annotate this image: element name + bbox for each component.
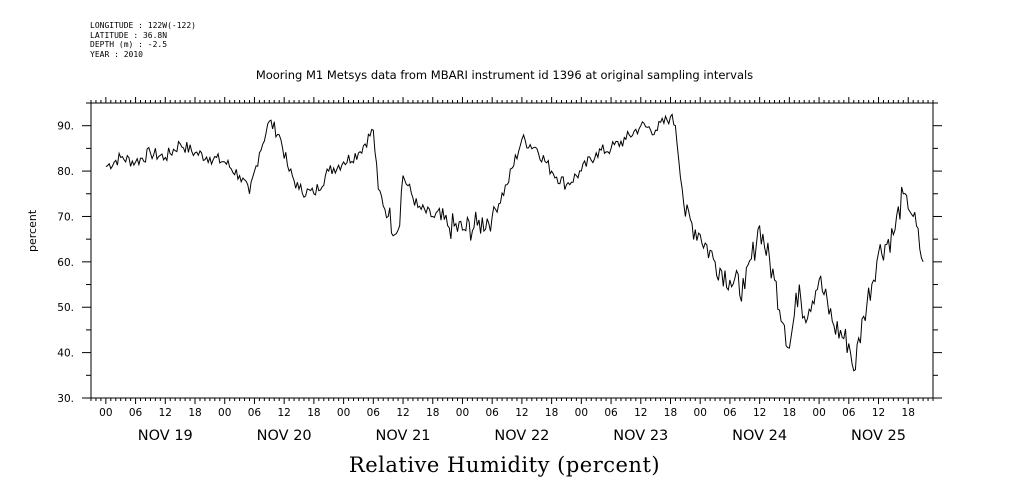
- x-hour-label: 18: [902, 407, 915, 419]
- x-hour-label: 12: [634, 407, 647, 419]
- x-hour-label: 18: [188, 407, 201, 419]
- x-day-label: NOV 23: [613, 428, 668, 444]
- y-tick-label: 70.: [57, 211, 74, 223]
- x-day-label: NOV 24: [732, 428, 787, 444]
- x-hour-label: 00: [218, 407, 231, 419]
- x-hour-label: 06: [367, 407, 381, 419]
- y-tick-label: 60.: [57, 257, 74, 269]
- x-day-label: NOV 25: [851, 428, 906, 444]
- x-hour-label: 18: [307, 407, 320, 419]
- x-day-label: NOV 19: [138, 428, 193, 444]
- x-hour-label: 00: [99, 407, 112, 419]
- x-day-label: NOV 21: [376, 428, 431, 444]
- x-hour-label: 06: [248, 407, 262, 419]
- chart-title: Mooring M1 Metsys data from MBARI instru…: [255, 68, 754, 82]
- plot-frame: [90, 102, 934, 399]
- x-hour-label: 12: [159, 407, 172, 419]
- meta-longitude: LONGITUDE : 122W(-122): [90, 21, 196, 30]
- x-day-label: NOV 22: [494, 428, 549, 444]
- x-hour-label: 18: [783, 407, 796, 419]
- y-tick-label: 40.: [57, 348, 74, 360]
- x-hour-label: 06: [604, 407, 618, 419]
- x-hour-label: 00: [456, 407, 469, 419]
- y-tick-label: 30.: [57, 393, 74, 405]
- y-tick-label: 50.: [57, 302, 74, 314]
- x-hour-label: 06: [129, 407, 143, 419]
- x-hour-label: 12: [753, 407, 766, 419]
- x-hour-label: 18: [426, 407, 439, 419]
- x-day-label: NOV 20: [257, 428, 312, 444]
- x-hour-label: 00: [575, 407, 588, 419]
- x-hour-label: 00: [337, 407, 350, 419]
- y-tick-label: 90.: [57, 121, 74, 133]
- data-series-line: [105, 113, 924, 372]
- x-hour-label: 18: [664, 407, 677, 419]
- x-hour-label: 12: [277, 407, 290, 419]
- x-axis-label: Relative Humidity (percent): [348, 453, 661, 477]
- x-hour-label: 00: [694, 407, 707, 419]
- x-hour-label: 06: [723, 407, 737, 419]
- x-hour-label: 12: [872, 407, 885, 419]
- meta-depth: DEPTH (m) : -2.5: [90, 40, 168, 49]
- x-hour-label: 12: [515, 407, 528, 419]
- meta-latitude: LATITUDE : 36.8N: [90, 30, 168, 40]
- meta-year: YEAR : 2010: [90, 49, 143, 59]
- x-hour-label: 12: [396, 407, 409, 419]
- x-hour-label: 00: [812, 407, 825, 419]
- y-tick-label: 80.: [57, 166, 74, 178]
- x-hour-label: 06: [842, 407, 856, 419]
- x-hour-label: 18: [545, 407, 558, 419]
- metadata-block: LONGITUDE : 122W(-122) LATITUDE : 36.8N …: [90, 21, 196, 59]
- x-hour-label: 06: [486, 407, 500, 419]
